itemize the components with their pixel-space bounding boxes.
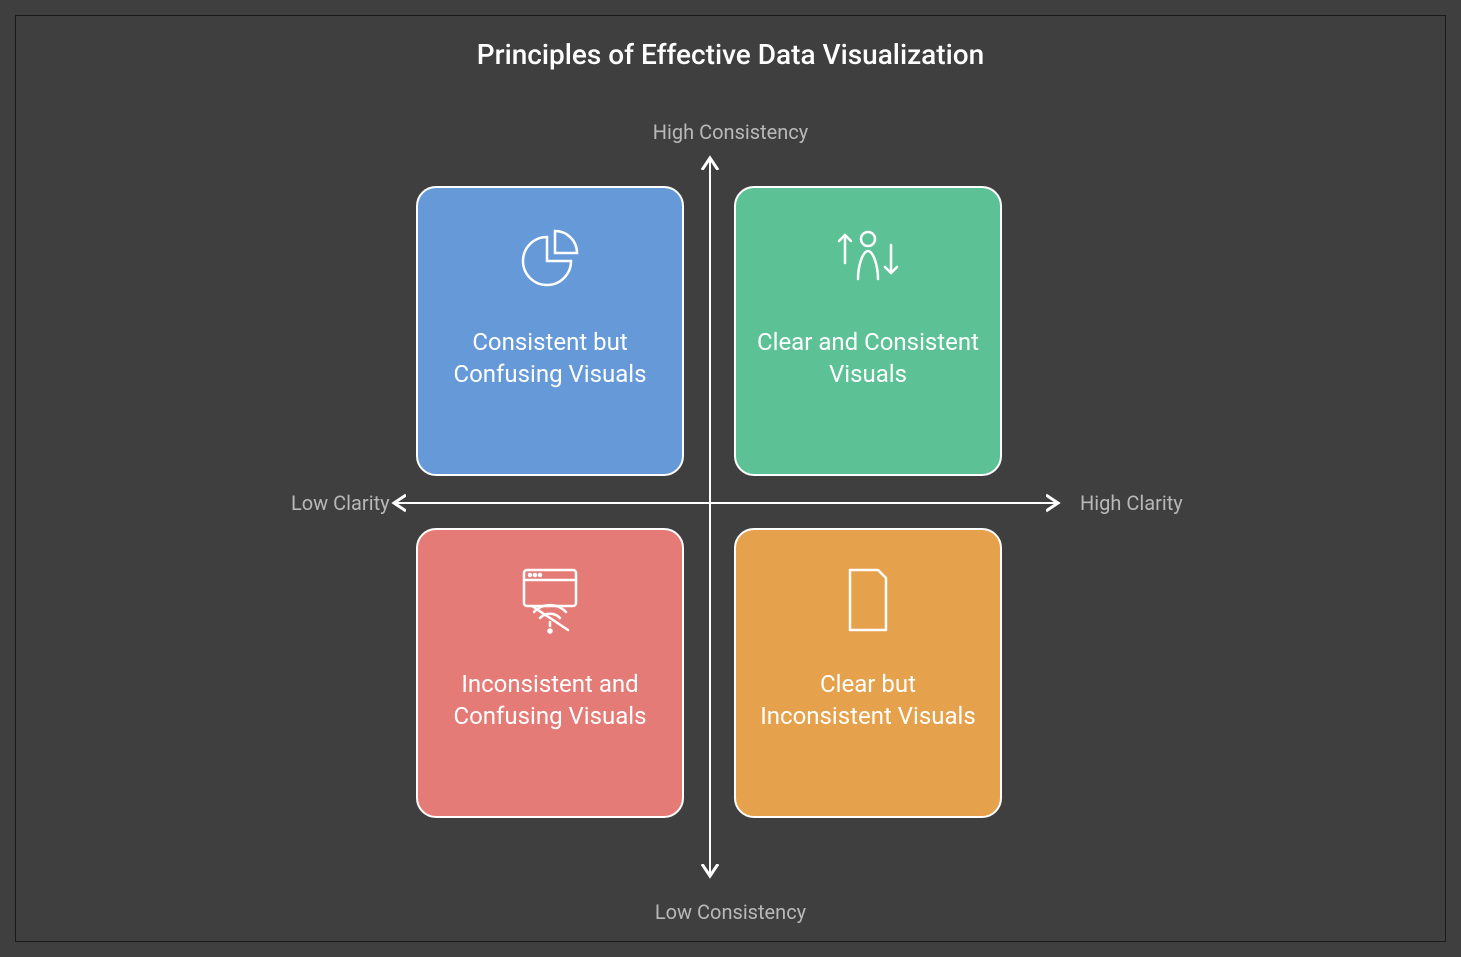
diagram-canvas: Principles of Effective Data Visualizati… — [15, 15, 1446, 942]
quadrant-bottom-left: Inconsistent and Confusing Visuals — [416, 528, 684, 818]
quadrant-bottom-left-label: Inconsistent and Confusing Visuals — [418, 668, 682, 733]
document-icon — [828, 560, 908, 640]
axes-lines — [16, 16, 1447, 943]
quadrant-top-right: Clear and Consistent Visuals — [734, 186, 1002, 476]
quadrant-top-left-label: Consistent but Confusing Visuals — [418, 326, 682, 391]
browser-warn-icon — [510, 560, 590, 640]
quadrant-top-left: Consistent but Confusing Visuals — [416, 186, 684, 476]
person-arrows-icon — [828, 218, 908, 298]
quadrant-bottom-right-label: Clear but Inconsistent Visuals — [736, 668, 1000, 733]
pie-chart-icon — [510, 218, 590, 298]
quadrant-bottom-right: Clear but Inconsistent Visuals — [734, 528, 1002, 818]
quadrant-top-right-label: Clear and Consistent Visuals — [736, 326, 1000, 391]
